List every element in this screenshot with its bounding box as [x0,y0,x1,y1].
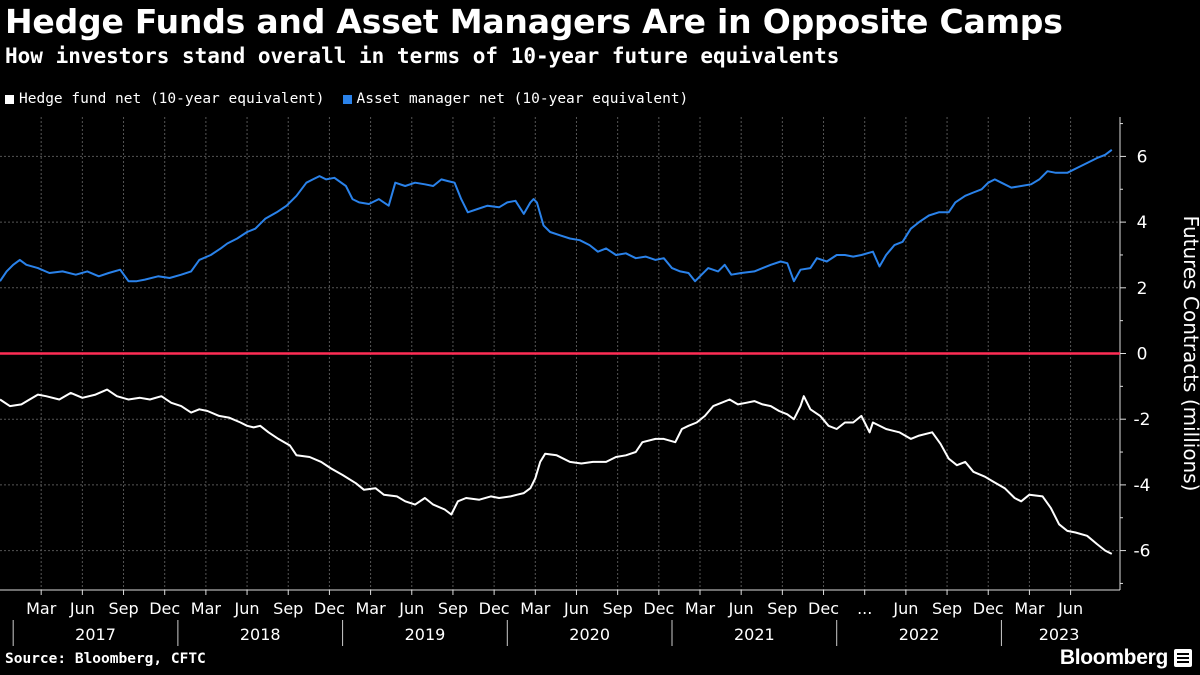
x-tick-label: Dec [314,599,345,618]
x-tick-label: Mar [355,599,386,618]
asset-manager-line [0,149,1113,283]
x-tick-label: Jun [69,599,95,618]
legend-label-asset-manager: Asset manager net (10-year equivalent) [356,91,689,107]
legend-label-hedge-fund: Hedge fund net (10-year equivalent) [19,91,325,107]
x-tick-label: Dec [479,599,510,618]
x-tick-label: Mar [1014,599,1045,618]
year-label: 2018 [240,625,281,644]
year-label: 2020 [569,625,610,644]
legend-swatch-asset-manager [342,94,352,104]
hedge-fund-line [0,388,1113,555]
x-tick-label: Jun [728,599,754,618]
x-tick-label: Jun [892,599,918,618]
x-tick-label: Sep [273,599,303,618]
terminal-icon [1174,649,1192,667]
legend-item-asset-manager: Asset manager net (10-year equivalent) [342,91,689,107]
x-tick-label: Jun [234,599,260,618]
brand-logo: Bloomberg [1060,646,1192,670]
year-label: 2017 [75,625,116,644]
x-tick-label: Jun [1057,599,1083,618]
legend-item-hedge-fund: Hedge fund net (10-year equivalent) [5,91,325,107]
y-tick-label: -2 [1134,410,1151,430]
x-tick-label: Dec [973,599,1004,618]
chart-title: Hedge Funds and Asset Managers Are in Op… [5,2,1063,41]
x-tick-label: Sep [603,599,633,618]
y-tick-label: 2 [1137,279,1148,299]
x-tick-label: Mar [685,599,716,618]
x-tick-label: Sep [767,599,797,618]
x-tick-label: Dec [643,599,674,618]
y-tick-label: 6 [1137,147,1148,167]
y-tick-label: -4 [1134,476,1151,496]
x-tick-label: ... [857,599,872,618]
x-tick-label: Jun [398,599,424,618]
y-tick-label: 4 [1137,213,1148,233]
x-tick-label: Jun [563,599,589,618]
legend: Hedge fund net (10-year equivalent) Asse… [5,91,688,107]
year-label: 2022 [899,625,940,644]
x-tick-label: Dec [149,599,180,618]
legend-swatch-hedge-fund [5,94,14,104]
year-label: 2019 [405,625,446,644]
chart-subtitle: How investors stand overall in terms of … [5,44,840,68]
x-tick-label: Sep [108,599,138,618]
x-tick-label: Sep [932,599,962,618]
x-tick-label: Sep [438,599,468,618]
y-axis-title: Futures Contracts (millions) [1179,216,1200,492]
year-label: 2021 [734,625,775,644]
x-tick-label: Mar [520,599,551,618]
x-tick-label: Dec [808,599,839,618]
brand-wordmark: Bloomberg [1059,646,1168,669]
year-label: 2023 [1039,625,1080,644]
source-note: Source: Bloomberg, CFTC [5,651,206,667]
y-tick-label: 0 [1137,345,1148,365]
y-tick-label: -6 [1134,542,1151,562]
x-tick-label: Mar [191,599,222,618]
x-tick-label: Mar [26,599,57,618]
